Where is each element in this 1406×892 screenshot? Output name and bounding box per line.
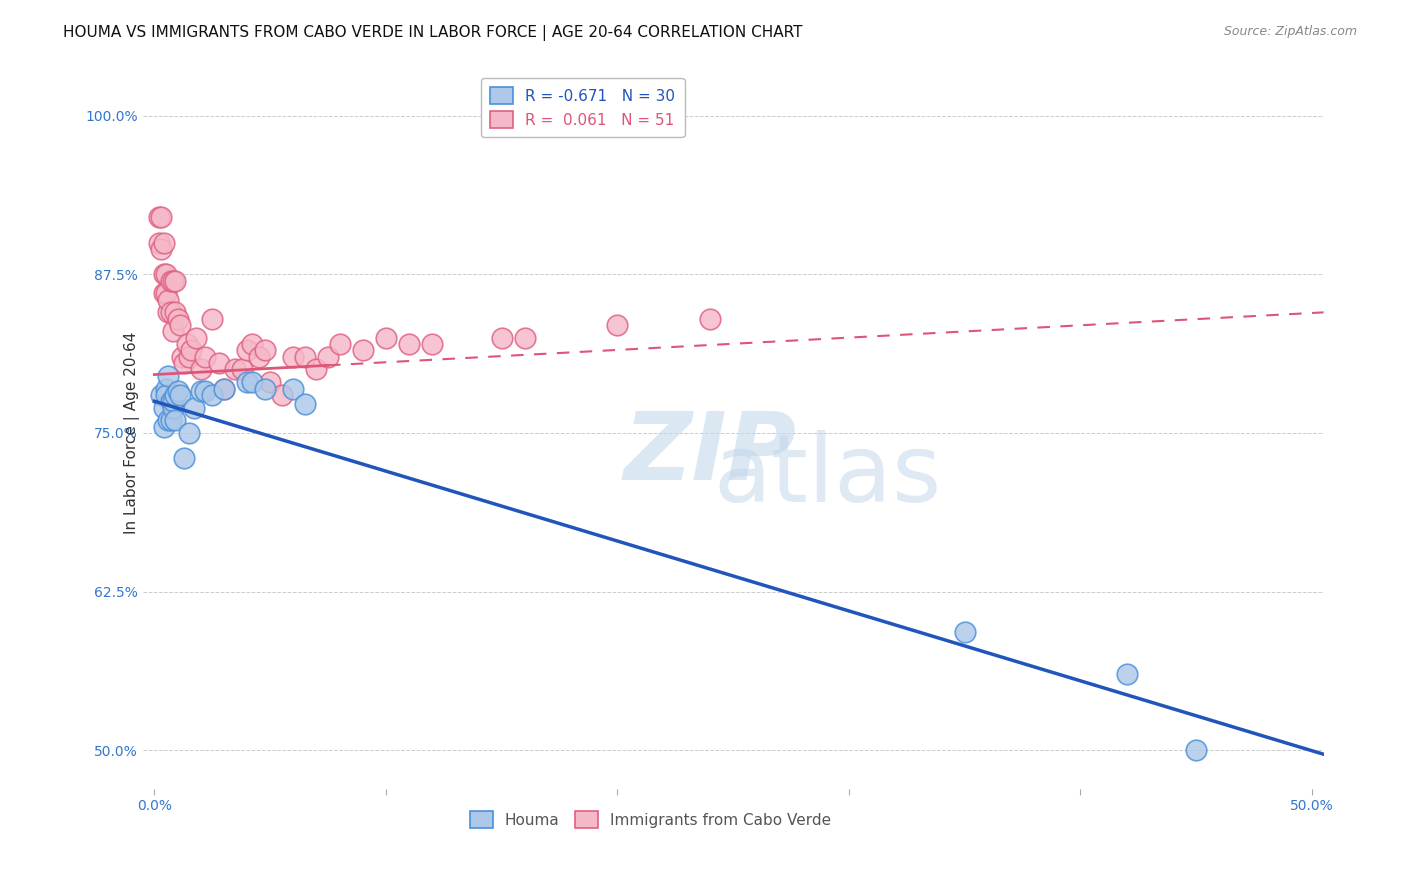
Point bbox=[169, 388, 191, 402]
Point bbox=[150, 210, 173, 224]
Point bbox=[157, 293, 180, 307]
Point bbox=[398, 337, 420, 351]
Point bbox=[1185, 743, 1208, 757]
Point bbox=[155, 267, 177, 281]
Point bbox=[169, 318, 191, 332]
Point bbox=[162, 401, 184, 415]
Point bbox=[606, 318, 628, 332]
Point bbox=[165, 274, 187, 288]
Point bbox=[201, 388, 224, 402]
Point bbox=[157, 368, 180, 383]
Point bbox=[240, 375, 263, 389]
Point bbox=[240, 337, 263, 351]
Point bbox=[173, 451, 195, 466]
Text: HOUMA VS IMMIGRANTS FROM CABO VERDE IN LABOR FORCE | AGE 20-64 CORRELATION CHART: HOUMA VS IMMIGRANTS FROM CABO VERDE IN L… bbox=[63, 25, 803, 41]
Point bbox=[316, 350, 339, 364]
Point bbox=[329, 337, 352, 351]
Point bbox=[159, 413, 181, 427]
Point bbox=[513, 331, 536, 345]
Y-axis label: In Labor Force | Age 20-64: In Labor Force | Age 20-64 bbox=[124, 332, 139, 534]
Point bbox=[155, 382, 177, 396]
Text: ZIP: ZIP bbox=[623, 409, 796, 500]
Point bbox=[152, 235, 174, 250]
Point bbox=[254, 343, 277, 358]
Point bbox=[157, 305, 180, 319]
Point bbox=[152, 267, 174, 281]
Text: atlas: atlas bbox=[713, 430, 942, 522]
Point bbox=[270, 388, 292, 402]
Point bbox=[148, 210, 170, 224]
Point bbox=[183, 401, 205, 415]
Point bbox=[165, 388, 187, 402]
Point bbox=[152, 401, 174, 415]
Point bbox=[177, 425, 200, 440]
Point bbox=[491, 331, 513, 345]
Point bbox=[283, 350, 305, 364]
Point bbox=[190, 362, 212, 376]
Point bbox=[231, 362, 253, 376]
Point bbox=[236, 343, 259, 358]
Point bbox=[212, 382, 235, 396]
Point bbox=[190, 384, 212, 398]
Point bbox=[352, 343, 374, 358]
Point bbox=[247, 350, 270, 364]
Point bbox=[254, 382, 277, 396]
Point bbox=[294, 397, 316, 411]
Point bbox=[162, 394, 184, 409]
Point bbox=[150, 242, 173, 256]
Point bbox=[180, 343, 202, 358]
Point bbox=[1115, 667, 1137, 681]
Point bbox=[374, 331, 396, 345]
Point bbox=[236, 375, 259, 389]
Point bbox=[953, 625, 976, 640]
Point bbox=[166, 384, 188, 398]
Point bbox=[176, 337, 198, 351]
Point bbox=[172, 350, 194, 364]
Point bbox=[283, 382, 305, 396]
Point bbox=[157, 413, 180, 427]
Point bbox=[194, 384, 217, 398]
Text: Source: ZipAtlas.com: Source: ZipAtlas.com bbox=[1223, 25, 1357, 38]
Point bbox=[159, 394, 181, 409]
Point bbox=[212, 382, 235, 396]
Legend: Houma, Immigrants from Cabo Verde: Houma, Immigrants from Cabo Verde bbox=[464, 805, 838, 834]
Point bbox=[159, 305, 181, 319]
Point bbox=[177, 350, 200, 364]
Point bbox=[184, 331, 207, 345]
Point bbox=[150, 388, 173, 402]
Point bbox=[148, 235, 170, 250]
Point bbox=[159, 274, 181, 288]
Point bbox=[162, 325, 184, 339]
Point bbox=[162, 274, 184, 288]
Point bbox=[699, 311, 721, 326]
Point bbox=[305, 362, 328, 376]
Point bbox=[201, 311, 224, 326]
Point bbox=[208, 356, 231, 370]
Point bbox=[155, 388, 177, 402]
Point bbox=[420, 337, 443, 351]
Point bbox=[152, 419, 174, 434]
Point bbox=[294, 350, 316, 364]
Point bbox=[165, 305, 187, 319]
Point bbox=[166, 311, 188, 326]
Point bbox=[152, 286, 174, 301]
Point bbox=[165, 413, 187, 427]
Point bbox=[155, 286, 177, 301]
Point bbox=[259, 375, 281, 389]
Point bbox=[173, 356, 195, 370]
Point bbox=[194, 350, 217, 364]
Point bbox=[224, 362, 246, 376]
